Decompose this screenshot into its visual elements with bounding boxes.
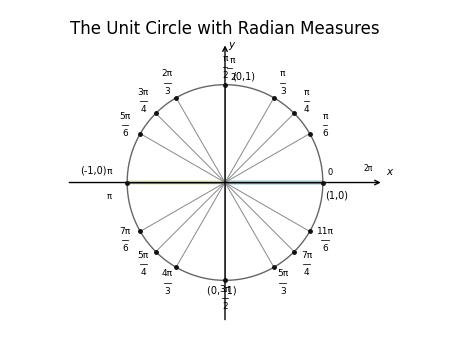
Text: 3: 3 [280,287,286,296]
Text: π: π [280,69,285,78]
Text: (0,1): (0,1) [232,72,255,82]
Text: 4: 4 [140,105,146,114]
Text: 7π: 7π [119,227,130,236]
Text: 6: 6 [322,129,328,138]
Text: 6: 6 [122,129,128,138]
Text: 3π: 3π [138,88,149,97]
Text: π: π [222,54,228,63]
Text: 5π: 5π [277,269,288,279]
Text: 4π: 4π [162,269,173,279]
Text: 2π: 2π [162,69,173,78]
Text: 4: 4 [304,105,310,114]
Text: 5π: 5π [138,251,149,260]
Text: 4: 4 [140,268,146,277]
Text: 0: 0 [328,168,333,177]
Text: y: y [228,40,234,50]
Text: π: π [322,112,328,121]
Text: π: π [230,56,235,65]
Text: 2: 2 [222,71,228,80]
Text: 3: 3 [280,87,286,96]
Text: (0, -1): (0, -1) [207,285,237,295]
Text: 3π: 3π [219,285,230,294]
Text: 3: 3 [164,287,170,296]
Text: 7π: 7π [301,251,312,260]
Text: 11π: 11π [316,227,333,236]
Text: 2: 2 [230,73,235,82]
Text: (-1,0): (-1,0) [80,166,107,176]
Text: π: π [107,167,112,176]
Text: 3: 3 [164,87,170,96]
Text: π: π [107,192,112,201]
Text: (1,0): (1,0) [325,190,348,200]
Bar [127,180,225,185]
Text: 6: 6 [122,244,128,254]
Text: 5π: 5π [119,112,130,121]
Text: 6: 6 [322,244,328,254]
Text: 2π: 2π [364,164,373,173]
Text: 2: 2 [222,302,228,311]
Text: 4: 4 [304,268,310,277]
Text: x: x [387,167,392,177]
Text: The Unit Circle with Radian Measures: The Unit Circle with Radian Measures [70,20,380,38]
Text: π: π [304,88,310,97]
Bar [225,180,323,185]
